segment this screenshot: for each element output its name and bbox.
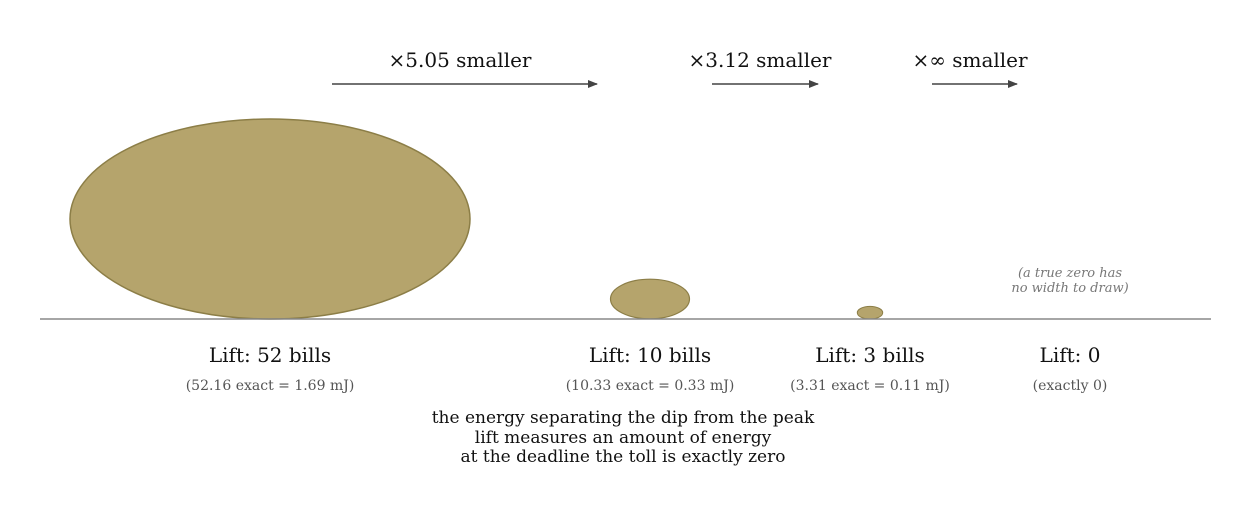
bubble-sub-4: (exactly 0)	[1033, 378, 1108, 394]
caption-line-3: at the deadline the toll is exactly zero	[461, 447, 786, 467]
ratio-label-3: ×∞ smaller	[912, 48, 1028, 72]
bubble-label-3: Lift: 3 bills	[815, 343, 925, 367]
zero-note-line-2: no width to draw)	[1011, 281, 1128, 296]
bubble-sub-3: (3.31 exact = 0.11 mJ)	[790, 378, 950, 394]
caption-line-2: lift measures an amount of energy	[475, 428, 772, 448]
bubble-sub-2: (10.33 exact = 0.33 mJ)	[566, 378, 735, 394]
bubble-label-2: Lift: 10 bills	[589, 343, 711, 367]
ratio-label-2: ×3.12 smaller	[689, 48, 832, 72]
ratio-label-1: ×5.05 smaller	[389, 48, 532, 72]
bubble-sub-1: (52.16 exact = 1.69 mJ)	[186, 378, 355, 394]
bubble-10-bills	[609, 278, 691, 320]
bubble-label-1: Lift: 52 bills	[209, 343, 331, 367]
bubble-3-bills	[856, 305, 884, 320]
zero-note-line-1: (a true zero has	[1018, 266, 1122, 281]
bubble-label-4: Lift: 0	[1040, 343, 1101, 367]
caption-line-1: the energy separating the dip from the p…	[432, 408, 815, 428]
bubble-52-bills	[69, 118, 471, 320]
